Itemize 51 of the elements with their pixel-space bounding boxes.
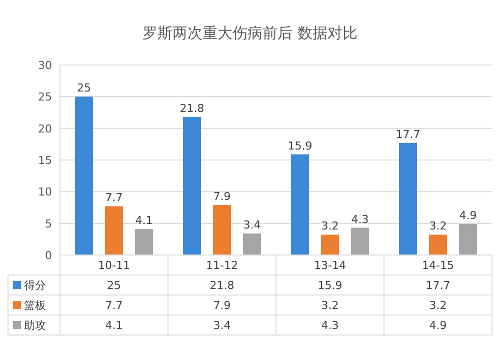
data-label: 4.3: [321, 319, 339, 332]
y-tick-label: 30: [38, 59, 52, 72]
data-label: 7.9: [213, 299, 231, 312]
bar: [183, 116, 201, 255]
bar: [135, 229, 153, 255]
data-label: 4.1: [105, 319, 123, 332]
data-label: 17.7: [426, 279, 450, 292]
y-tick-label: 15: [38, 154, 52, 167]
y-tick-label: 5: [45, 217, 52, 230]
y-tick-label: 25: [38, 90, 52, 104]
y-tick-label: 10: [38, 186, 52, 199]
bar: [291, 154, 309, 255]
data-label: 25: [107, 279, 121, 292]
y-tick-label: 20: [38, 122, 52, 136]
bar: [105, 206, 123, 255]
data-label: 15.9: [318, 279, 342, 292]
bar: [459, 224, 477, 255]
annotation: 4.3: [351, 212, 369, 226]
legend-label: 助攻: [24, 319, 46, 332]
annotation: 21.8: [180, 102, 204, 115]
x-tick-label: 13-14: [314, 259, 346, 272]
annotation: 3.2: [429, 220, 447, 233]
data-label: 4.9: [429, 319, 447, 332]
bar: [399, 142, 417, 255]
x-tick-label: 14-15: [422, 259, 454, 272]
data-label: 3.4: [213, 319, 231, 332]
annotation: 17.7: [396, 128, 420, 141]
annotation: 15.9: [288, 139, 312, 152]
x-tick-label: 11-12: [206, 259, 238, 272]
data-label: 21.8: [210, 279, 234, 292]
bar: [429, 234, 447, 255]
annotation: 25: [77, 82, 91, 95]
bar: [321, 234, 339, 255]
x-tick-label: 10-11: [98, 259, 130, 272]
legend-label: 篮板: [24, 299, 46, 312]
legend-label: 得分: [24, 279, 46, 292]
chart-title: 罗斯两次重大伤病前后 数据对比: [142, 24, 358, 42]
annotation: 3.2: [321, 220, 339, 233]
data-label: 3.2: [321, 299, 339, 312]
annotation: 4.9: [459, 208, 477, 222]
annotation: 4.1: [135, 214, 153, 228]
data-label: 3.2: [429, 299, 447, 312]
bar: [351, 228, 369, 255]
annotation: 7.7: [105, 191, 123, 204]
bar: [75, 96, 93, 255]
bar: [243, 233, 261, 255]
data-label: 7.7: [105, 299, 123, 312]
annotation: 3.4: [243, 218, 261, 232]
annotation: 7.9: [213, 190, 231, 203]
y-tick-label: 0: [45, 249, 52, 262]
bar: [213, 204, 231, 255]
